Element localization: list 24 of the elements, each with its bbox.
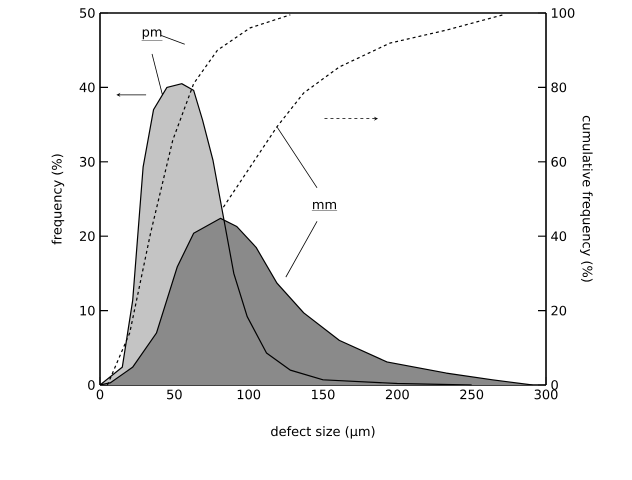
x-tick-label: 250	[460, 390, 484, 400]
y-tick-label: 0	[88, 380, 95, 390]
x-tick-label: 0	[96, 390, 104, 400]
annotation: mm	[313, 202, 336, 210]
y2-tick-label: 20	[551, 306, 566, 316]
y2-tick-label: 100	[552, 8, 574, 18]
y-tick-label: 10	[80, 306, 95, 316]
y-tick-label: 20	[80, 231, 95, 242]
y2-tick-label: 40	[551, 231, 566, 242]
y2-axis-title: cumulative frequency (%)	[580, 116, 593, 282]
x-tick-label: 100	[238, 390, 260, 400]
y-tick-label: 40	[80, 82, 95, 92]
y2-tick-label: 80	[551, 82, 566, 92]
x-tick-label: 300	[534, 390, 558, 400]
x-axis-title: defect size (µm)	[271, 426, 374, 439]
y2-tick-label: 60	[551, 156, 566, 167]
y-tick-label: 30	[80, 156, 95, 167]
y-tick-label: 50	[80, 8, 95, 18]
annotation: pm	[142, 29, 162, 40]
x-tick-label: 50	[167, 390, 182, 400]
y-axis-title: frequency (%)	[52, 154, 64, 244]
y2-tick-label: 0	[551, 380, 558, 390]
x-tick-label: 150	[312, 390, 334, 400]
x-tick-label: 200	[386, 390, 409, 400]
